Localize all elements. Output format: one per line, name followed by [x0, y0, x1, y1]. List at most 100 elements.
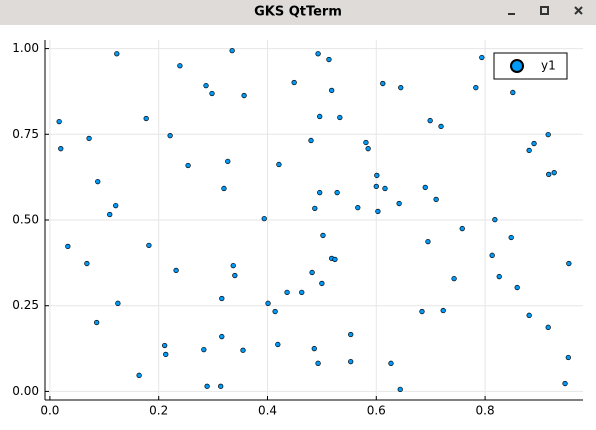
point — [526, 312, 532, 318]
point — [113, 202, 119, 209]
point — [425, 238, 431, 245]
point — [173, 267, 179, 274]
point — [276, 161, 282, 168]
point — [299, 289, 305, 295]
point — [162, 342, 168, 349]
point — [365, 146, 371, 152]
point — [114, 51, 120, 57]
point — [229, 47, 235, 54]
point — [492, 217, 498, 223]
point — [337, 114, 343, 121]
y-tick-label: 0.00 — [12, 384, 39, 398]
point — [334, 189, 340, 196]
point — [566, 260, 572, 267]
point — [107, 211, 113, 218]
point — [241, 92, 247, 99]
point — [261, 215, 267, 222]
point — [136, 372, 142, 378]
point — [397, 386, 403, 393]
y-tick-label: 0.75 — [12, 127, 39, 141]
point — [438, 123, 444, 130]
point — [317, 113, 323, 120]
point — [496, 273, 502, 280]
point — [315, 360, 321, 366]
point — [419, 308, 425, 315]
point — [221, 185, 227, 192]
x-tick-label: 0.4 — [258, 404, 277, 418]
point — [86, 135, 92, 142]
point — [551, 170, 557, 176]
x-tick-label: 0.0 — [40, 404, 59, 418]
point — [95, 178, 101, 185]
legend-label: y1 — [541, 59, 556, 73]
point — [240, 347, 246, 353]
point — [315, 51, 321, 57]
point — [348, 331, 354, 338]
point — [326, 56, 332, 63]
point — [545, 131, 551, 138]
point — [312, 205, 318, 211]
point — [84, 260, 90, 267]
point — [531, 140, 537, 147]
point — [374, 172, 380, 179]
y-tick-label: 1.00 — [12, 41, 39, 55]
point — [320, 232, 326, 239]
point — [219, 295, 225, 302]
point — [433, 196, 439, 203]
point — [177, 63, 183, 69]
point — [94, 319, 100, 326]
point — [508, 234, 514, 241]
y-tick-label: 0.50 — [12, 213, 39, 227]
point — [332, 256, 338, 263]
point — [510, 89, 516, 96]
window-title: GKS QtTerm — [254, 5, 342, 20]
point — [65, 243, 71, 250]
point — [265, 300, 271, 306]
point — [546, 171, 552, 178]
x-tick-label: 0.2 — [149, 404, 168, 418]
point — [317, 189, 323, 196]
point — [218, 383, 224, 389]
point — [284, 289, 290, 295]
point — [514, 284, 520, 291]
point — [225, 158, 231, 165]
point — [163, 351, 169, 358]
point — [451, 275, 457, 282]
point — [398, 85, 404, 91]
point — [167, 133, 173, 139]
legend-marker — [510, 59, 524, 73]
point — [311, 345, 317, 352]
plot-background — [0, 25, 596, 426]
point — [291, 79, 297, 86]
point — [440, 307, 446, 314]
point — [562, 380, 568, 387]
point — [58, 146, 64, 152]
point — [143, 115, 149, 122]
point — [396, 200, 402, 207]
title-bar — [0, 0, 596, 25]
point — [565, 354, 571, 361]
point — [422, 184, 428, 191]
x-tick-label: 0.6 — [367, 404, 386, 418]
point — [459, 225, 465, 232]
point — [146, 242, 152, 249]
point — [219, 333, 225, 340]
close-button[interactable] — [574, 6, 583, 15]
point — [479, 54, 485, 61]
point — [275, 341, 281, 348]
point — [382, 185, 388, 192]
point — [545, 324, 551, 330]
point — [427, 117, 433, 124]
maximize-button[interactable] — [540, 6, 549, 15]
point — [309, 269, 315, 276]
point — [489, 252, 495, 258]
point — [204, 383, 210, 389]
point — [201, 346, 207, 353]
point — [115, 300, 121, 306]
point — [209, 90, 215, 97]
point — [185, 162, 191, 169]
point — [373, 183, 379, 190]
x-tick-label: 0.8 — [476, 404, 495, 418]
